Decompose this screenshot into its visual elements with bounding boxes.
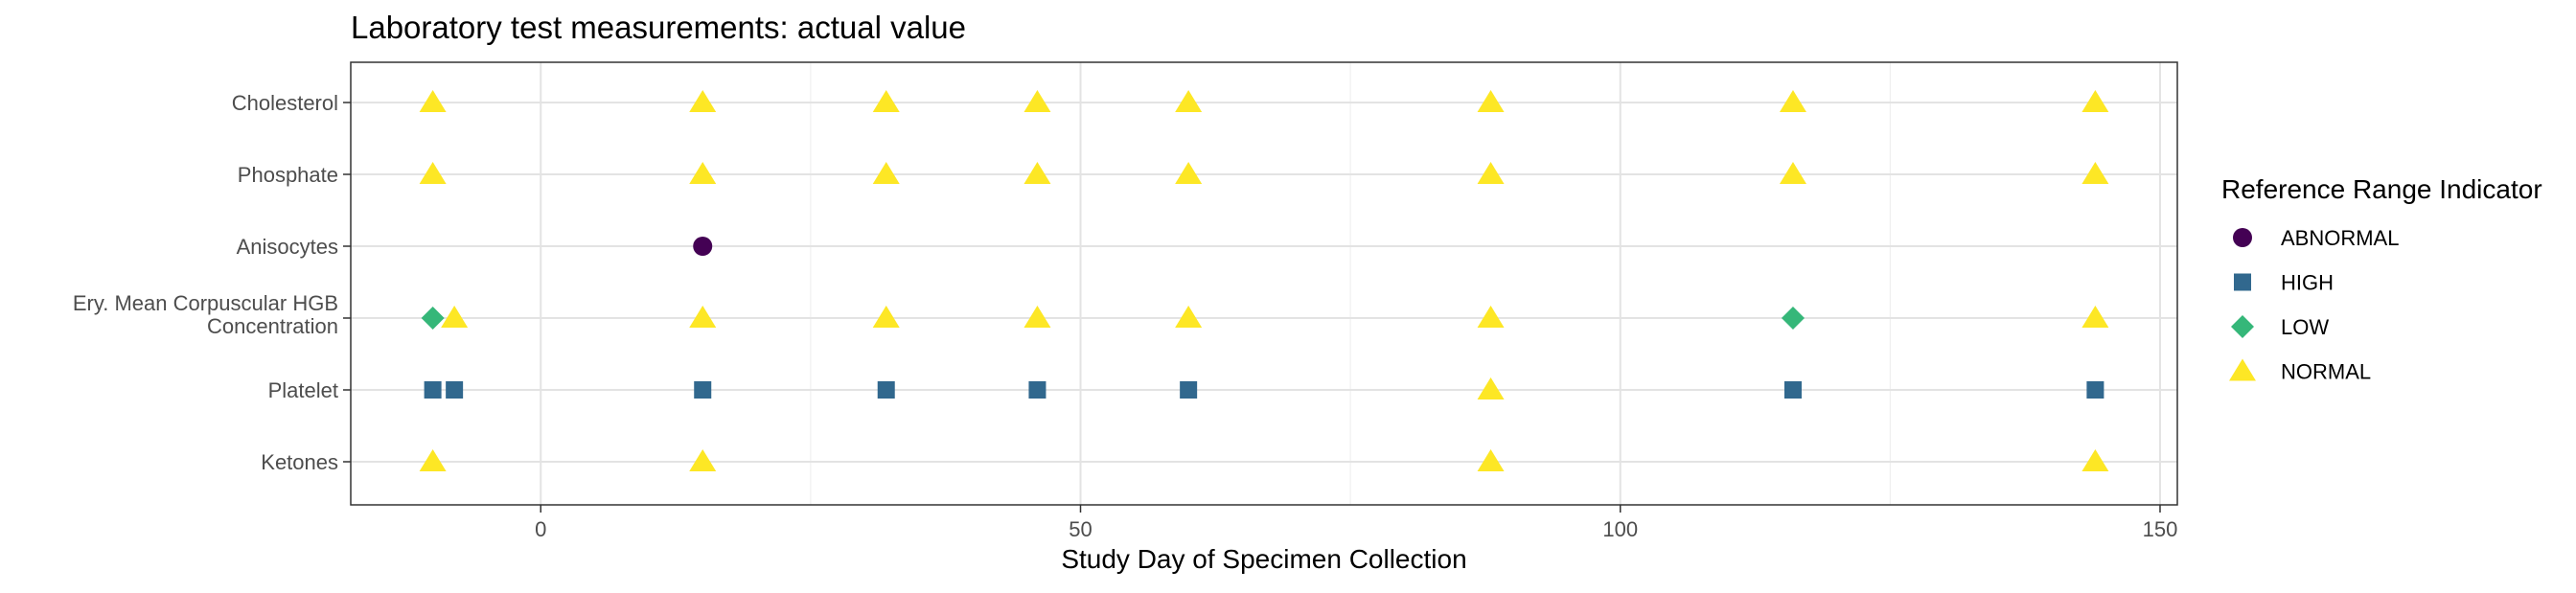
legend-title: Reference Range Indicator	[2221, 174, 2542, 204]
data-point-high	[1783, 381, 1802, 399]
y-tick-label-line: Ery. Mean Corpuscular HGB	[73, 291, 338, 315]
legend-label-high: HIGH	[2281, 271, 2334, 295]
data-point-normal	[1024, 306, 1051, 328]
data-point-high	[424, 381, 442, 399]
x-tick-label: 50	[1069, 517, 1092, 541]
legend-label-low: LOW	[2281, 315, 2329, 339]
data-point-high	[694, 381, 712, 399]
data-point-normal	[419, 90, 447, 112]
data-point-normal	[689, 449, 717, 471]
data-point-normal	[419, 162, 447, 184]
legend-label-normal: NORMAL	[2281, 360, 2371, 384]
chart-title: Laboratory test measurements: actual val…	[351, 10, 966, 45]
data-point-normal	[1779, 162, 1806, 184]
data-point-normal	[1477, 306, 1505, 328]
data-point-high	[877, 381, 895, 399]
data-point-normal	[1175, 90, 1203, 112]
data-point-normal	[2082, 90, 2109, 112]
y-tick-label: Ketones	[261, 450, 338, 474]
data-point-normal	[2082, 306, 2109, 328]
data-point-normal	[872, 162, 900, 184]
legend-key-normal	[2229, 358, 2256, 381]
data-point-normal	[1477, 90, 1505, 112]
data-point-high	[1180, 381, 1198, 399]
data-point-normal	[2082, 449, 2109, 471]
legend-items: ABNORMAL HIGH LOW NORMAL	[2229, 226, 2399, 384]
y-tick-label-line: Ketones	[261, 450, 338, 474]
x-axis-title: Study Day of Specimen Collection	[1061, 544, 1466, 574]
panel-border	[350, 61, 2178, 506]
y-tick-label-line: Cholesterol	[232, 91, 338, 115]
y-tick-label: Cholesterol	[232, 91, 338, 115]
legend-label-abnormal: ABNORMAL	[2281, 226, 2399, 250]
data-point-normal	[441, 306, 469, 328]
data-point-normal	[2082, 162, 2109, 184]
y-tick-label: Phosphate	[238, 163, 338, 187]
x-tick-label: 150	[2143, 517, 2178, 541]
grid-layer	[351, 62, 2177, 505]
data-point-normal	[1477, 162, 1505, 184]
data-point-normal	[1024, 90, 1051, 112]
y-tick-label-line: Concentration	[207, 314, 338, 338]
data-point-normal	[872, 306, 900, 328]
data-point-normal	[1779, 90, 1806, 112]
data-point-abnormal	[693, 237, 713, 256]
y-tick-label: Anisocytes	[237, 235, 338, 259]
data-point-normal	[872, 90, 900, 112]
data-point-normal	[419, 449, 447, 471]
data-point-normal	[689, 306, 717, 328]
data-point-normal	[1477, 449, 1505, 471]
legend-key-low	[2231, 315, 2254, 338]
data-point-high	[1028, 381, 1046, 399]
data-point-normal	[1175, 306, 1203, 328]
y-tick-label: Ery. Mean Corpuscular HGB Concentration	[73, 291, 338, 338]
data-point-high	[446, 381, 464, 399]
data-point-normal	[689, 90, 717, 112]
data-point-normal	[1175, 162, 1203, 184]
legend-key-high	[2234, 273, 2251, 291]
data-point-normal	[1477, 377, 1505, 399]
data-point-low	[1781, 307, 1805, 330]
legend: Reference Range Indicator ABNORMAL HIGH LO…	[2221, 174, 2542, 384]
legend-key-abnormal	[2233, 228, 2252, 247]
y-tick-label: Platelet	[268, 378, 338, 402]
data-point-normal	[689, 162, 717, 184]
data-point-low	[421, 307, 445, 330]
x-tick-label: 0	[535, 517, 546, 541]
axis-layer: 0 50 100 150 Cholesterol Phosphate Anisocytes E…	[73, 91, 2177, 541]
y-tick-label-line: Platelet	[268, 378, 338, 402]
y-tick-label-line: Anisocytes	[237, 235, 338, 259]
data-point-normal	[1024, 162, 1051, 184]
x-tick-label: 100	[1602, 517, 1638, 541]
y-tick-label-line: Phosphate	[238, 163, 338, 187]
points-layer	[419, 90, 2109, 471]
data-point-high	[2086, 381, 2104, 399]
